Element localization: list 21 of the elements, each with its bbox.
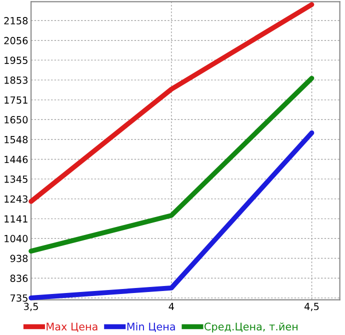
legend-label: Max Цена (46, 322, 98, 332)
y-tick-label: 1650 (4, 116, 28, 124)
legend-label: Min Цена (127, 322, 175, 332)
y-tick-label: 938 (10, 254, 28, 262)
y-tick-label: 1141 (4, 215, 28, 222)
x-tick-label: 4 (168, 302, 174, 310)
legend-label: Сред.Цена, т.йен (204, 322, 298, 333)
y-tick-label: 1446 (4, 156, 28, 164)
y-tick-label: 2056 (4, 36, 28, 44)
y-tick-label: 1751 (4, 96, 28, 104)
y-tick-label: 1243 (4, 195, 28, 203)
x-tick-label: 4,5 (304, 302, 319, 312)
y-tick-label: 1345 (4, 175, 28, 183)
y-tick-label: 1955 (4, 56, 28, 64)
y-tick-label: 1040 (4, 234, 28, 242)
y-tick-label: 1548 (4, 136, 28, 144)
y-tick-label: 836 (10, 274, 28, 282)
y-tick-label: 1853 (4, 76, 28, 84)
y-tick-label: 2158 (4, 17, 28, 24)
y-tick-label: 735 (10, 294, 28, 302)
x-tick-label: 3,5 (24, 302, 38, 312)
